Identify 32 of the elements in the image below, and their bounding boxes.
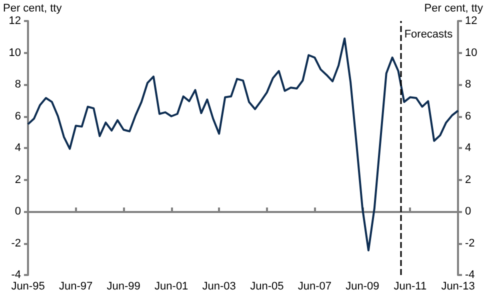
x-tick-label: Jun-07 — [298, 280, 332, 292]
y2-tick-label: 4 — [465, 142, 472, 154]
y2-tick-label: -2 — [465, 237, 475, 250]
y-tick-label: 10 — [8, 46, 21, 59]
y-tick-label: 12 — [8, 15, 21, 27]
y2-axis-title: Per cent, tty — [424, 2, 484, 14]
y-tick-label: -4 — [11, 269, 21, 281]
y2-tick-label: 8 — [465, 78, 472, 90]
x-tick-label: Jun-99 — [106, 280, 140, 292]
y-tick-label: 4 — [14, 142, 21, 154]
x-tick-label: Jun-05 — [250, 280, 284, 292]
y2-tick-label: -4 — [465, 269, 475, 281]
y2-tick-label: 2 — [465, 174, 472, 186]
x-tick-label: Jun-03 — [202, 280, 236, 292]
y-tick-label: 0 — [14, 206, 21, 218]
y-tick-label: 8 — [14, 78, 21, 90]
x-tick-label: Jun-97 — [58, 280, 93, 292]
y2-tick-label: 12 — [465, 15, 478, 27]
y2-tick-label: 10 — [465, 46, 478, 59]
x-tick-label: Jun-95 — [11, 280, 45, 292]
line-series — [27, 37, 459, 252]
y2-tick-label: 0 — [465, 206, 472, 218]
x-tick-label: Jun-13 — [441, 280, 475, 292]
y-tick-label: 2 — [14, 174, 21, 186]
x-tick-label: Jun-09 — [346, 280, 380, 292]
y2-tick-label: 6 — [465, 110, 472, 122]
y-axis-title: Per cent, tty — [3, 2, 62, 14]
y-tick-label: -2 — [11, 237, 21, 250]
ref-line-label: Forecasts — [404, 28, 454, 40]
x-tick-label: Jun-11 — [394, 280, 427, 292]
x-tick-label: Jun-01 — [154, 280, 188, 292]
y-tick-label: 6 — [14, 110, 21, 122]
